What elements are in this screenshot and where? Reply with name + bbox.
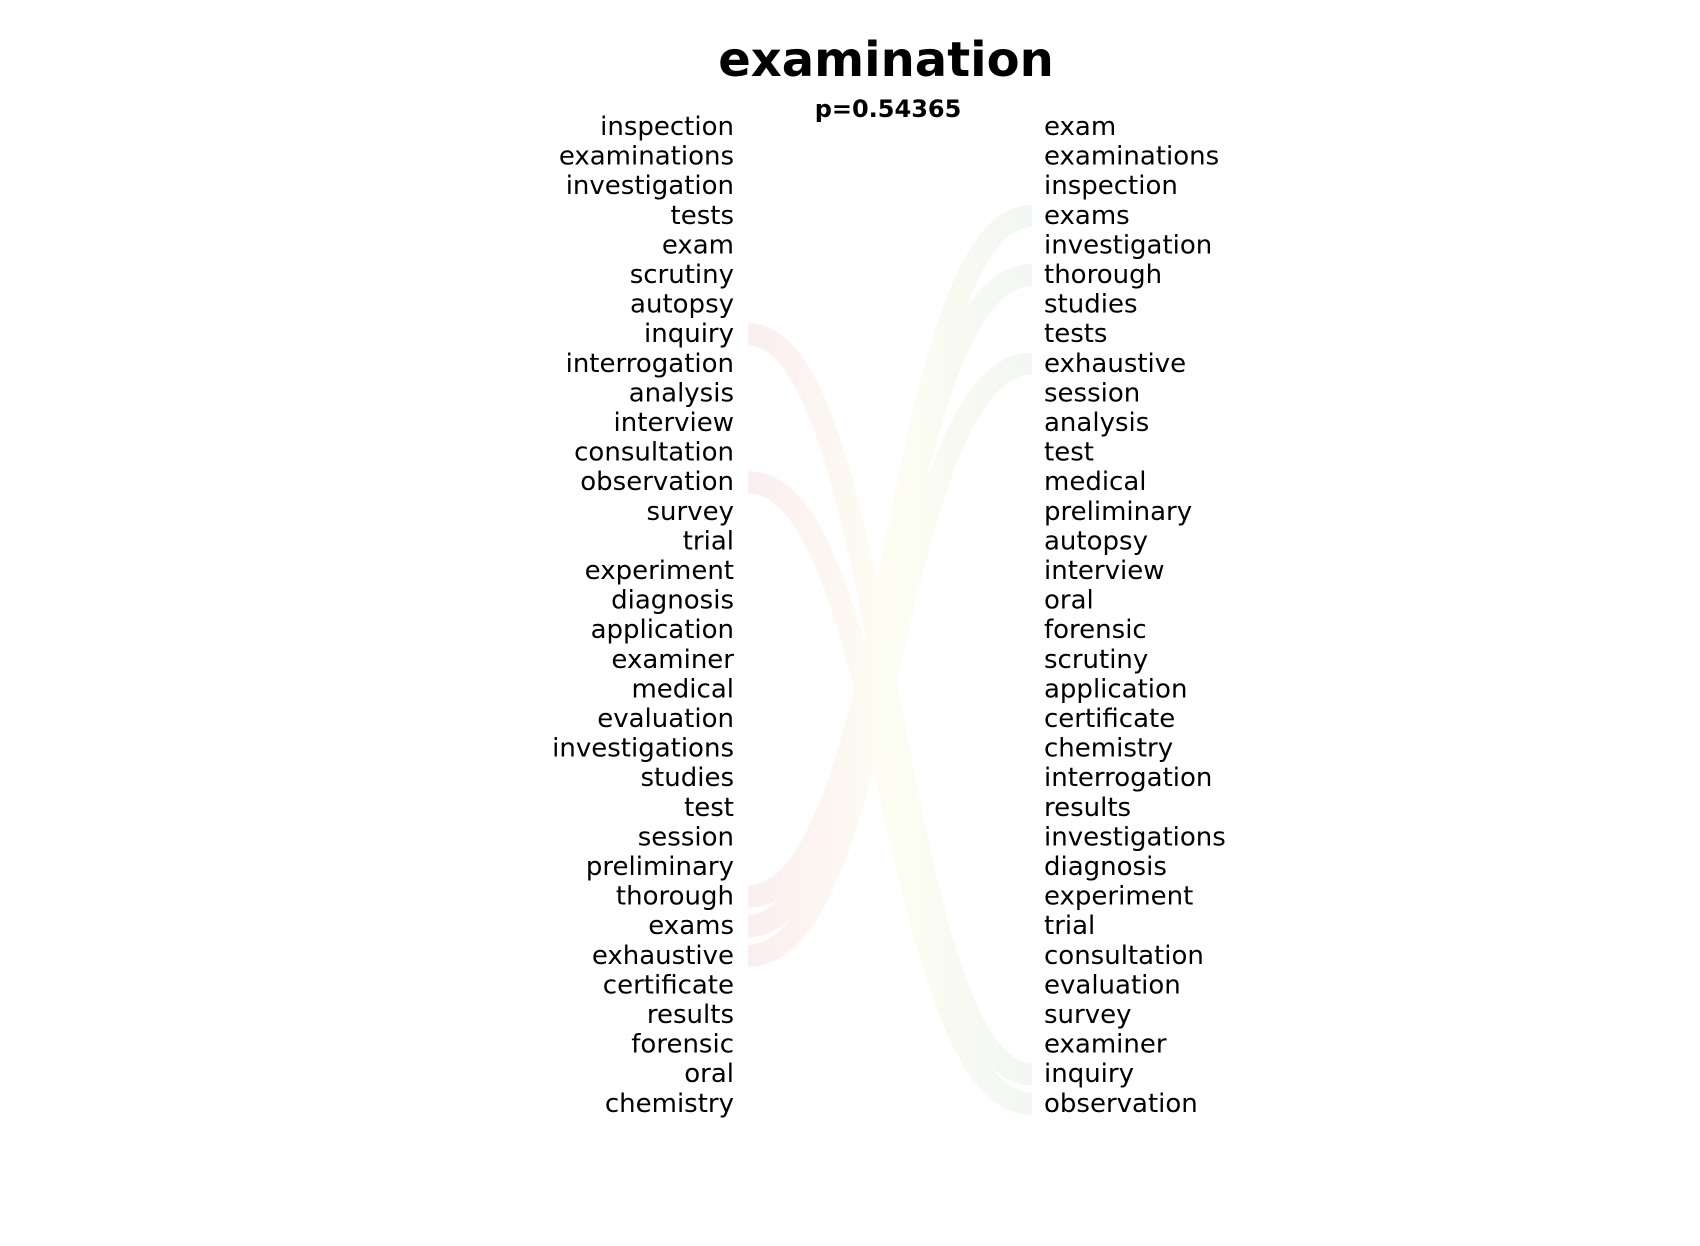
left-word-1: inspection [600,112,734,142]
left-word-10: analysis [629,378,734,408]
left-word-28: exams [648,911,734,941]
right-word-30: evaluation [1044,970,1181,1000]
left-word-20: medical [631,674,734,704]
diagram-title: examination [718,32,1053,88]
right-word-14: preliminary [1044,497,1192,527]
left-word-5: exam [662,230,734,260]
right-word-23: interrogation [1044,763,1212,793]
right-word-16: interview [1044,556,1164,586]
left-word-15: trial [683,526,734,556]
right-word-27: experiment [1044,882,1193,912]
right-word-17: oral [1044,586,1094,616]
right-word-4: exams [1044,201,1130,231]
right-word-13: medical [1044,467,1147,497]
left-word-4: tests [671,201,734,231]
right-word-26: diagnosis [1044,852,1167,882]
right-word-11: analysis [1044,408,1149,438]
left-word-6: scrutiny [630,260,734,290]
left-word-16: experiment [585,556,734,586]
right-word-6: thorough [1044,260,1162,290]
right-word-3: inspection [1044,171,1178,201]
right-word-34: observation [1044,1089,1198,1119]
ribbon-exhaustive [746,352,1034,967]
left-word-21: evaluation [597,704,734,734]
left-word-32: forensic [631,1030,734,1060]
ribbon-observation [746,471,1034,1115]
right-word-12: test [1044,438,1094,468]
left-word-23: studies [641,763,735,793]
right-word-10: session [1044,378,1140,408]
right-word-25: investigations [1044,822,1226,852]
left-word-27: thorough [616,882,734,912]
right-word-5: investigation [1044,230,1212,260]
right-word-32: examiner [1044,1030,1167,1060]
left-word-18: application [591,615,734,645]
left-word-33: oral [684,1059,734,1089]
left-word-8: inquiry [644,319,734,349]
left-word-34: chemistry [605,1089,734,1119]
right-word-22: chemistry [1044,734,1173,764]
right-word-18: forensic [1044,615,1147,645]
right-word-28: trial [1044,911,1095,941]
left-word-13: observation [580,467,734,497]
right-word-33: inquiry [1044,1059,1134,1089]
left-word-12: consultation [574,438,734,468]
left-word-column: inspectionexaminationsinvestigationtests… [552,112,734,1119]
left-word-9: interrogation [566,349,734,379]
right-word-9: exhaustive [1044,349,1186,379]
right-word-column: examexaminationsinspectionexamsinvestiga… [1044,112,1226,1119]
right-word-2: examinations [1044,142,1219,172]
left-word-19: examiner [611,645,734,675]
diagram-subtitle: p=0.54365 [815,95,962,123]
left-word-2: examinations [559,142,734,172]
right-word-19: scrutiny [1044,645,1148,675]
left-word-26: preliminary [586,852,734,882]
right-word-24: results [1044,793,1131,823]
left-word-7: autopsy [630,290,734,320]
right-word-21: certificate [1044,704,1175,734]
left-word-17: diagnosis [611,586,734,616]
left-word-22: investigations [552,734,734,764]
right-word-7: studies [1044,290,1138,320]
right-word-8: tests [1044,319,1107,349]
right-word-1: exam [1044,112,1116,142]
right-word-31: survey [1044,1000,1131,1030]
left-word-25: session [638,822,734,852]
left-word-11: interview [614,408,734,438]
left-word-14: survey [647,497,734,527]
right-word-29: consultation [1044,941,1204,971]
ribbon-exams [746,204,1034,938]
left-word-24: test [684,793,734,823]
left-word-29: exhaustive [592,941,734,971]
right-word-15: autopsy [1044,526,1148,556]
ribbon-layer [746,204,1034,1115]
left-word-31: results [647,1000,734,1030]
left-word-30: certificate [603,970,734,1000]
left-word-3: investigation [566,171,734,201]
right-word-20: application [1044,674,1187,704]
